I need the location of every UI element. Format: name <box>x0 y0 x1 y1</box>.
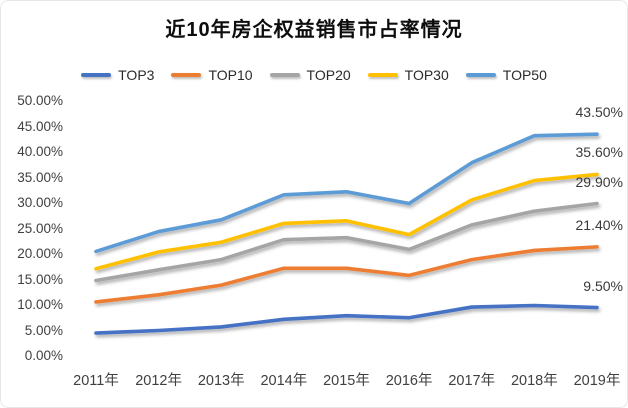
data-label-top20: 29.90% <box>575 173 623 190</box>
legend-label: TOP50 <box>502 67 547 83</box>
legend-label: TOP10 <box>208 67 253 83</box>
legend-item-top3: TOP3 <box>81 67 154 83</box>
y-axis-label: 40.00% <box>17 144 63 159</box>
y-axis-label: 35.00% <box>17 169 63 185</box>
legend-line-icon <box>269 73 300 77</box>
series-line-top20 <box>94 201 599 283</box>
legend-item-top30: TOP30 <box>367 67 449 83</box>
legend-line-icon <box>81 73 112 77</box>
series-line-top3 <box>94 303 599 335</box>
data-label-top50: 43.50% <box>575 104 623 121</box>
chart-title: 近10年房企权益销售市占率情况 <box>165 19 463 41</box>
legend-label: TOP20 <box>306 67 351 83</box>
series-line-top10 <box>94 245 599 304</box>
y-axis-label: 5.00% <box>24 322 63 338</box>
y-axis-label: 0.00% <box>24 348 63 363</box>
legend-line-icon <box>367 73 398 77</box>
legend-item-top20: TOP20 <box>269 67 351 83</box>
legend-line-icon <box>465 73 496 77</box>
x-axis-label: 2016年 <box>385 373 433 389</box>
y-axis-label: 20.00% <box>17 246 63 261</box>
legend-item-top50: TOP50 <box>465 67 547 83</box>
x-axis-label: 2014年 <box>260 373 308 389</box>
y-axis-label: 50.00% <box>17 93 63 108</box>
x-axis-label: 2019年 <box>573 373 621 389</box>
y-axis-label: 30.00% <box>17 195 63 210</box>
x-axis-label: 2011年 <box>73 373 119 389</box>
legend-item-top10: TOP10 <box>171 67 253 83</box>
data-label-top3: 9.50% <box>583 277 623 294</box>
x-axis-label: 2013年 <box>197 373 245 389</box>
series-line-top30 <box>94 172 599 271</box>
legend-label: TOP3 <box>118 67 155 83</box>
data-label-top30: 35.60% <box>575 144 623 161</box>
legend-label: TOP30 <box>404 67 449 83</box>
legend-line-icon <box>171 73 202 77</box>
y-axis-label: 10.00% <box>17 297 63 312</box>
x-axis-label: 2012年 <box>135 373 182 389</box>
legend: TOP3 TOP10 TOP20 TOP30 TOP50 <box>1 67 627 83</box>
x-axis-label: 2017年 <box>448 373 496 389</box>
y-axis-label: 25.00% <box>17 220 63 236</box>
y-axis-label: 45.00% <box>17 118 63 134</box>
x-axis-label: 2018年 <box>510 373 558 389</box>
series-line-top50 <box>94 132 599 254</box>
y-axis-label: 15.00% <box>17 271 63 287</box>
x-axis-label: 2015年 <box>323 373 370 389</box>
data-label-top10: 21.40% <box>575 216 623 233</box>
